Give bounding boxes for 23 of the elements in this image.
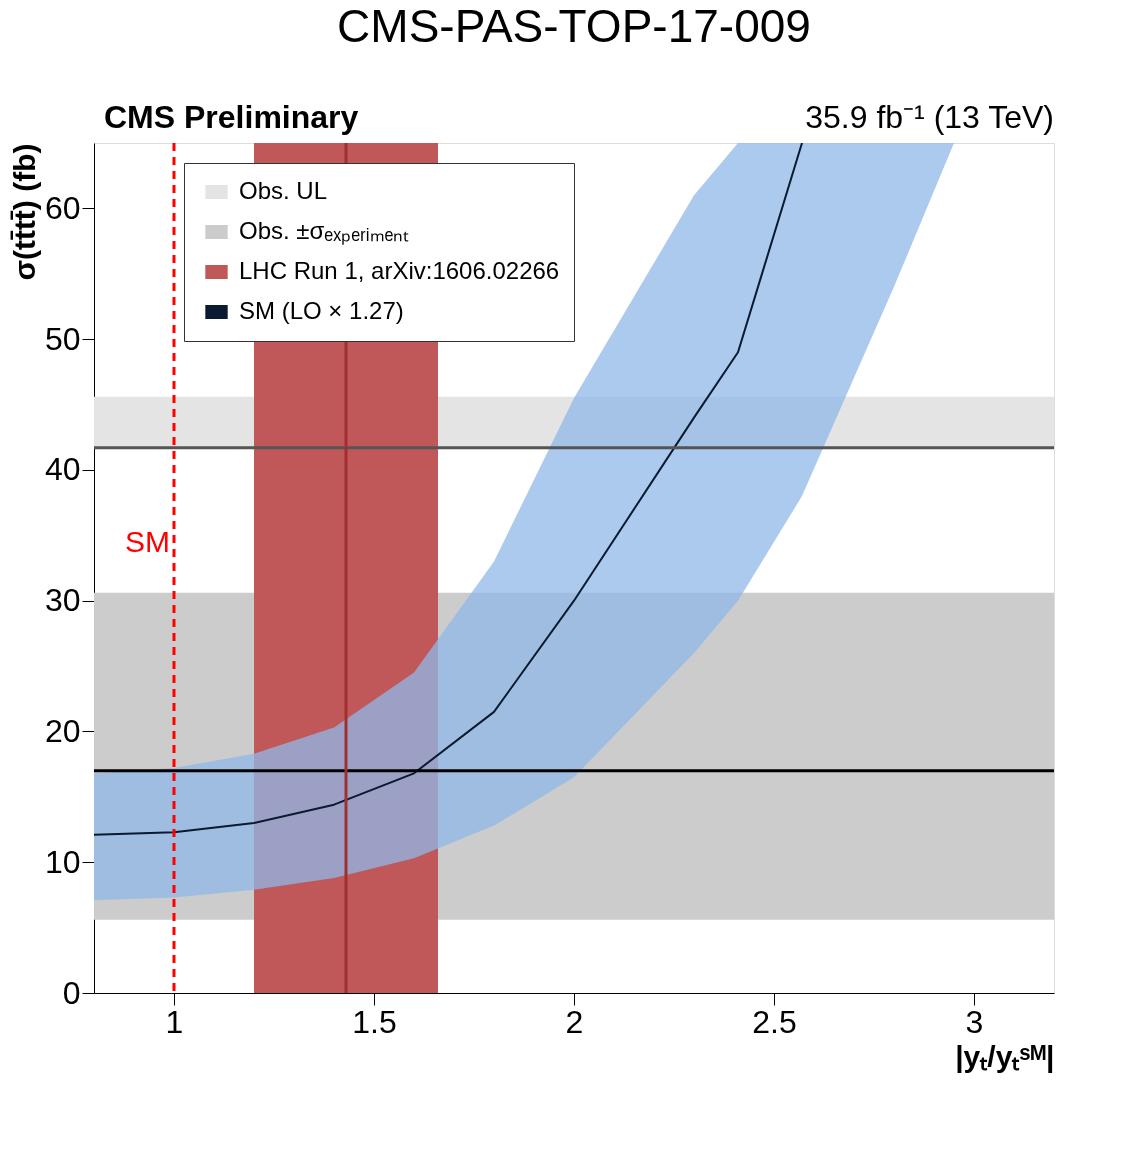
text: CMS Preliminary [104,99,359,135]
x-tick-label: 2.5 [752,1003,797,1040]
x-tick-label: 2 [565,1003,584,1040]
x-tick-label: 3 [965,1003,984,1040]
y-tick-label: 60 [44,189,81,226]
x-axis-title: |yₜ/yₜˢᴹ| [955,1039,1055,1073]
y-tick-label: 30 [44,582,81,619]
y-axis-title: σ(tt̄tt̄) (fb) [7,143,41,281]
text: 35.9 fb⁻¹ (13 TeV) [805,99,1054,135]
y-tick-label: 20 [44,712,81,749]
y-tick-label: 50 [44,320,81,357]
y-tick-label: 0 [62,974,81,1011]
y-tick-label: 10 [44,843,81,880]
line-series [94,143,803,836]
legend-label: SM (LO × 1.27) [239,297,404,324]
chart-title: CMS-PAS-TOP-17-009 [337,0,811,52]
ref-line-label: SM [125,525,170,558]
legend-label: Obs. UL [239,177,328,204]
x-tick-label: 1 [165,1003,184,1040]
y-tick-label: 40 [44,451,81,488]
x-tick-label: 1.5 [352,1003,397,1040]
legend-label: Obs. ±σₑₓₚₑᵣᵢₘₑₙₜ [239,217,410,245]
band-label: LHC Run 1, arXiv:1606.02266 [239,257,560,284]
